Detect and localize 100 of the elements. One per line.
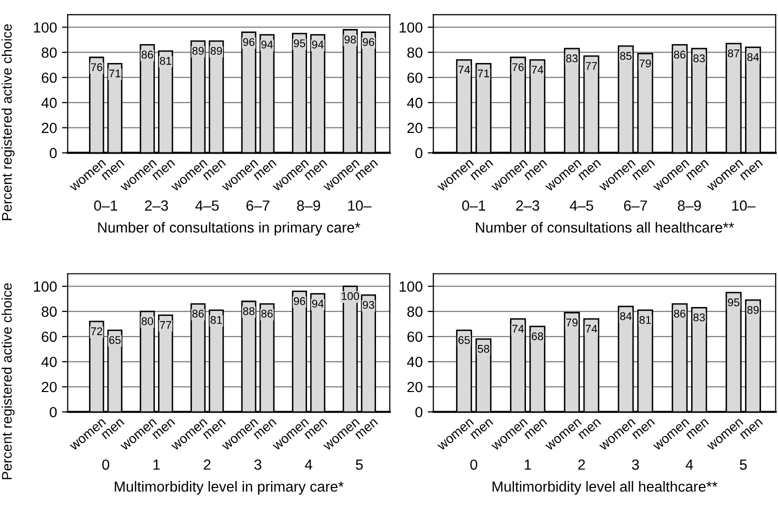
data-label: 83: [566, 54, 578, 62]
data-label: 95: [294, 39, 306, 48]
data-label: 81: [160, 56, 172, 65]
data-label: 96: [243, 38, 254, 46]
data-label: 81: [640, 316, 651, 324]
data-label: 84: [747, 53, 759, 62]
data-label: 74: [512, 324, 524, 333]
y-tick-label: 0: [50, 406, 57, 418]
data-label: 71: [478, 70, 490, 78]
x-tick-label: 5: [356, 460, 363, 470]
data-label: 58: [478, 344, 490, 353]
x-tick-label: 10–: [732, 200, 756, 211]
y-tick-label: 0: [50, 148, 57, 158]
y-tick-label: 60: [407, 72, 422, 83]
y-tick-label: 60: [42, 72, 57, 83]
x-tick-label: 8–9: [297, 200, 320, 211]
data-label: 65: [458, 336, 470, 344]
y-tick-label: 60: [42, 332, 57, 342]
data-label: 94: [312, 40, 324, 48]
data-label: 81: [210, 316, 222, 324]
data-label: 76: [512, 63, 524, 72]
y-tick-label: 80: [42, 47, 57, 58]
x-tick-label: 0–1: [462, 200, 486, 211]
data-label: 83: [693, 314, 705, 322]
x-axis-title: Number of consultations all healthcare**: [476, 222, 734, 233]
data-label: 74: [458, 66, 470, 74]
x-tick-label: 0–1: [94, 200, 118, 211]
data-label: 88: [243, 307, 254, 316]
data-label: 86: [674, 50, 686, 59]
y-axis-title: Percent registered active choice: [2, 283, 15, 480]
y-tick-label: 100: [34, 22, 57, 33]
y-tick-label: 80: [42, 306, 57, 317]
data-label: 94: [261, 40, 273, 48]
y-tick-label: 20: [42, 122, 57, 134]
x-tick-label: 1: [524, 460, 532, 470]
x-tick-label: 8–9: [678, 200, 701, 211]
x-axis-title: Multimorbidity level all healthcare**: [492, 481, 718, 495]
data-label: 100: [342, 292, 360, 300]
x-tick-label: 4: [686, 460, 694, 470]
y-tick-label: 0: [415, 406, 422, 418]
x-tick-label: 2: [578, 459, 585, 470]
data-label: 77: [160, 321, 172, 329]
x-tick-label: 4–5: [570, 200, 594, 211]
data-label: 86: [192, 310, 204, 318]
data-label: 94: [312, 300, 324, 308]
data-label: 89: [192, 46, 204, 55]
y-tick-label: 40: [41, 98, 57, 108]
x-tick-label: 3: [632, 459, 639, 470]
y-tick-label: 40: [407, 356, 422, 368]
data-label: 72: [90, 327, 102, 336]
data-label: 86: [674, 310, 686, 318]
data-label: 84: [620, 312, 632, 320]
y-tick-label: 20: [407, 382, 422, 392]
data-label: 89: [747, 306, 759, 314]
y-tick-label: 80: [407, 47, 422, 58]
x-tick-label: 10–: [348, 200, 372, 211]
x-tick-label: 0: [470, 459, 478, 470]
data-label: 86: [261, 310, 273, 318]
y-tick-label: 100: [34, 281, 57, 292]
data-label: 65: [109, 336, 121, 344]
data-label: 76: [90, 63, 102, 72]
data-label: 86: [142, 50, 154, 59]
y-tick-label: 100: [400, 281, 422, 292]
data-label: 96: [362, 38, 374, 46]
y-tick-label: 20: [42, 382, 57, 392]
data-label: 74: [586, 324, 598, 333]
x-tick-label: 4–5: [195, 200, 219, 211]
y-tick-label: 80: [407, 306, 422, 317]
y-tick-label: 100: [400, 22, 422, 33]
x-tick-label: 2–3: [516, 200, 540, 211]
data-label: 80: [142, 317, 154, 326]
data-label: 95: [728, 298, 740, 306]
y-axis-title: Percent registered active choice: [2, 24, 15, 220]
data-label: 89: [210, 46, 222, 55]
x-tick-label: 5: [740, 460, 747, 470]
data-label: 77: [586, 62, 597, 70]
y-tick-label: 20: [407, 122, 422, 134]
y-tick-label: 60: [407, 332, 422, 342]
data-label: 83: [693, 54, 705, 62]
data-label: 98: [344, 36, 356, 44]
x-tick-label: 6–7: [246, 200, 270, 211]
data-label: 85: [620, 52, 632, 60]
y-tick-label: 40: [41, 356, 57, 368]
x-tick-label: 1: [154, 460, 160, 470]
data-label: 68: [532, 332, 544, 340]
x-axis-title: Multimorbidity level in primary care*: [114, 481, 344, 495]
data-label: 79: [566, 318, 578, 326]
x-tick-label: 2–3: [145, 200, 168, 211]
data-label: 93: [362, 300, 374, 309]
x-tick-label: 4: [304, 460, 312, 470]
x-axis-title: Number of consultations in primary care*: [98, 222, 360, 236]
data-label: 74: [532, 66, 544, 74]
y-tick-label: 40: [407, 98, 422, 108]
x-tick-label: 2: [204, 459, 210, 470]
y-tick-label: 0: [415, 148, 422, 158]
data-label: 79: [640, 59, 651, 68]
data-label: 96: [294, 297, 306, 306]
x-tick-label: 6–7: [624, 200, 647, 211]
x-tick-label: 3: [254, 459, 262, 470]
data-label: 87: [728, 49, 740, 58]
